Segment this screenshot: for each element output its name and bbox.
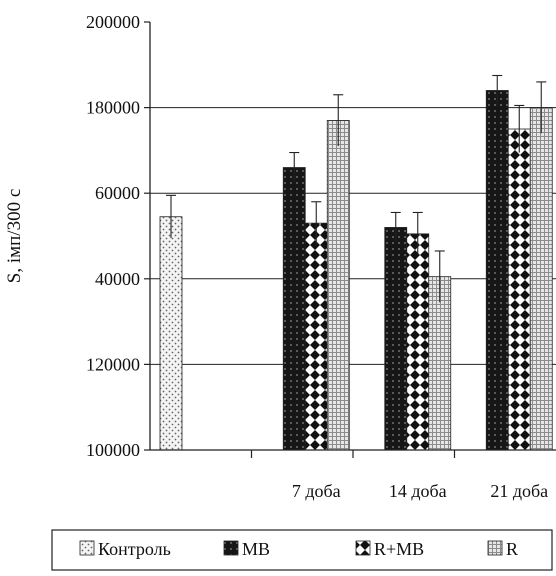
bar	[282, 167, 306, 451]
legend-frame	[51, 529, 553, 571]
bar	[507, 128, 531, 451]
bars	[159, 74, 553, 451]
legend-label: Контроль	[98, 539, 171, 559]
y-tick-label: 180000	[86, 98, 140, 118]
legend-label: R	[506, 539, 518, 559]
x-tick-label: 21 доба	[490, 481, 548, 501]
y-tick-label: 120000	[86, 354, 140, 374]
legend: Контроль MB R+MB R	[51, 529, 553, 571]
bar	[529, 107, 553, 451]
bar	[485, 90, 509, 451]
bar	[428, 276, 452, 451]
y-tick-label: 60000	[95, 183, 140, 203]
bar	[159, 216, 183, 451]
y-tick-label: 100000	[86, 440, 140, 460]
legend-swatch	[487, 540, 503, 556]
y-tick-label: 200000	[86, 12, 140, 32]
x-tick-label: 7 доба	[292, 481, 341, 501]
bar	[304, 222, 328, 451]
bar	[384, 227, 408, 451]
axes: 200000 180000 60000 40000 120000 100000 7 доба…	[86, 12, 556, 501]
legend-swatch	[223, 540, 239, 556]
bar	[406, 233, 430, 451]
y-axis-title: S, імп/300 с	[4, 189, 25, 284]
legend-label: R+MB	[374, 539, 424, 559]
y-tick-label: 40000	[95, 269, 140, 289]
legend-swatch	[79, 540, 95, 556]
legend-swatch	[355, 540, 371, 556]
bar	[326, 120, 350, 451]
x-tick-label: 14 доба	[389, 481, 447, 501]
legend-label: MB	[242, 539, 270, 559]
